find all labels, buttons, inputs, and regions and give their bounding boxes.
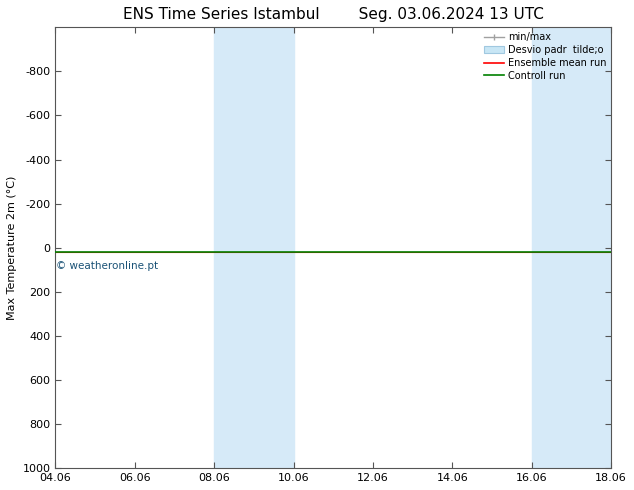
Bar xyxy=(532,27,611,468)
Bar xyxy=(214,27,294,468)
Title: ENS Time Series Istambul        Seg. 03.06.2024 13 UTC: ENS Time Series Istambul Seg. 03.06.2024… xyxy=(123,7,544,22)
Y-axis label: Max Temperature 2m (°C): Max Temperature 2m (°C) xyxy=(7,175,17,320)
Legend: min/max, Desvio padr  tilde;o, Ensemble mean run, Controll run: min/max, Desvio padr tilde;o, Ensemble m… xyxy=(482,29,609,84)
Text: © weatheronline.pt: © weatheronline.pt xyxy=(56,261,158,271)
